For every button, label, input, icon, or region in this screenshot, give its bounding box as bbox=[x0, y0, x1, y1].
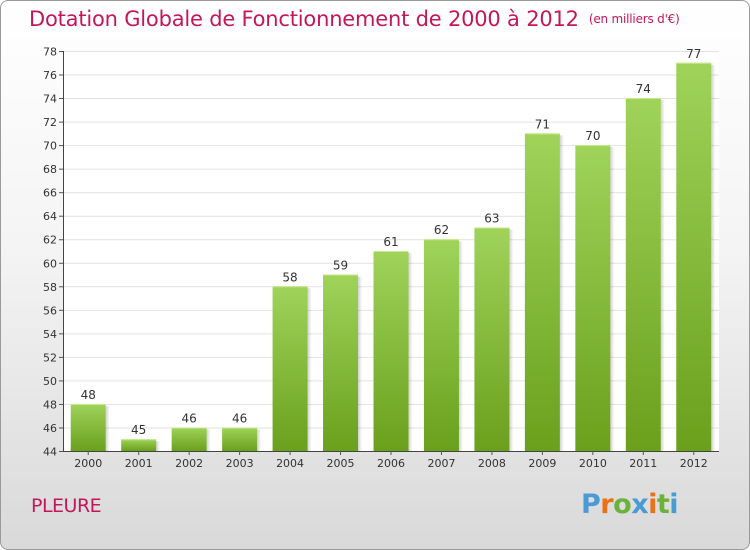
bar bbox=[70, 403, 106, 451]
y-tick-label: 72 bbox=[43, 116, 57, 129]
data-label: 46 bbox=[182, 411, 197, 425]
y-tick-label: 56 bbox=[43, 304, 57, 317]
y-tick-label: 78 bbox=[43, 46, 57, 59]
bar-shadow bbox=[257, 429, 262, 451]
bar-shadow bbox=[610, 147, 615, 451]
logo-letter: i bbox=[669, 489, 679, 520]
bar-shadow bbox=[358, 276, 363, 451]
x-tick-label: 2010 bbox=[579, 457, 607, 470]
data-label: 77 bbox=[686, 47, 701, 61]
x-tick-label: 2012 bbox=[680, 457, 708, 470]
bar bbox=[575, 145, 611, 451]
y-tick-label: 60 bbox=[43, 257, 57, 270]
bar-shadow bbox=[206, 429, 211, 451]
y-tick-label: 44 bbox=[43, 446, 57, 459]
data-label: 71 bbox=[535, 117, 550, 131]
x-tick-label: 2005 bbox=[327, 457, 355, 470]
bar bbox=[222, 427, 258, 451]
commune-name: PLEURE bbox=[31, 495, 102, 517]
bar-shadow bbox=[458, 241, 463, 451]
x-tick-label: 2009 bbox=[528, 457, 556, 470]
y-tick-label: 48 bbox=[43, 398, 57, 411]
data-label: 46 bbox=[232, 411, 247, 425]
x-tick-label: 2004 bbox=[276, 457, 304, 470]
y-tick-label: 62 bbox=[43, 234, 57, 247]
bar bbox=[625, 98, 661, 451]
y-tick-label: 58 bbox=[43, 281, 57, 294]
bar bbox=[272, 286, 308, 451]
y-tick-label: 68 bbox=[43, 163, 57, 176]
y-tick-label: 70 bbox=[43, 140, 57, 153]
y-tick-label: 46 bbox=[43, 422, 57, 435]
bar bbox=[423, 239, 459, 451]
data-label: 63 bbox=[484, 211, 499, 225]
x-tick-label: 2007 bbox=[427, 457, 455, 470]
bar bbox=[171, 427, 207, 451]
x-tick-label: 2006 bbox=[377, 457, 405, 470]
x-tick-label: 2001 bbox=[125, 457, 153, 470]
data-label: 58 bbox=[282, 270, 297, 284]
bar-shadow bbox=[307, 288, 312, 451]
logo-letter: i bbox=[648, 489, 657, 520]
y-tick-label: 52 bbox=[43, 351, 57, 364]
proxiti-logo: Proxiti bbox=[581, 489, 679, 520]
bar bbox=[524, 133, 560, 451]
data-label: 59 bbox=[333, 259, 348, 273]
bar-shadow bbox=[559, 135, 564, 451]
bar bbox=[323, 274, 359, 451]
y-tick-label: 66 bbox=[43, 187, 57, 200]
logo-letter: r bbox=[600, 489, 614, 520]
bar-shadow bbox=[105, 405, 110, 451]
data-label: 74 bbox=[636, 82, 651, 96]
data-label: 48 bbox=[81, 388, 96, 402]
logo-letter: x bbox=[631, 489, 649, 520]
x-tick-label: 2000 bbox=[74, 457, 102, 470]
bar-shadow bbox=[711, 64, 716, 451]
x-tick-label: 2003 bbox=[226, 457, 254, 470]
bar-shadow bbox=[408, 253, 413, 451]
bar bbox=[676, 62, 712, 451]
bar-shadow bbox=[156, 441, 161, 451]
chart-title: Dotation Globale de Fonctionnement de 20… bbox=[29, 7, 680, 31]
logo-letter: t bbox=[656, 489, 670, 520]
y-tick-label: 64 bbox=[43, 210, 57, 223]
x-tick-label: 2002 bbox=[175, 457, 203, 470]
data-label: 61 bbox=[383, 235, 398, 249]
data-label: 45 bbox=[131, 423, 146, 437]
y-tick-label: 54 bbox=[43, 328, 57, 341]
x-tick-label: 2011 bbox=[629, 457, 657, 470]
bar bbox=[373, 251, 409, 451]
bar-shadow bbox=[509, 229, 514, 451]
y-tick-label: 74 bbox=[43, 93, 57, 106]
unit-note: (en milliers d'€) bbox=[588, 12, 680, 26]
bar bbox=[474, 227, 510, 451]
y-tick-label: 76 bbox=[43, 69, 57, 82]
data-label: 70 bbox=[585, 129, 600, 143]
bar-shadow bbox=[660, 100, 665, 451]
y-tick-label: 50 bbox=[43, 375, 57, 388]
bar bbox=[121, 439, 157, 451]
logo-letter: P bbox=[581, 489, 601, 520]
logo-letter: o bbox=[613, 489, 632, 520]
data-label: 62 bbox=[434, 223, 449, 237]
x-tick-label: 2008 bbox=[478, 457, 506, 470]
